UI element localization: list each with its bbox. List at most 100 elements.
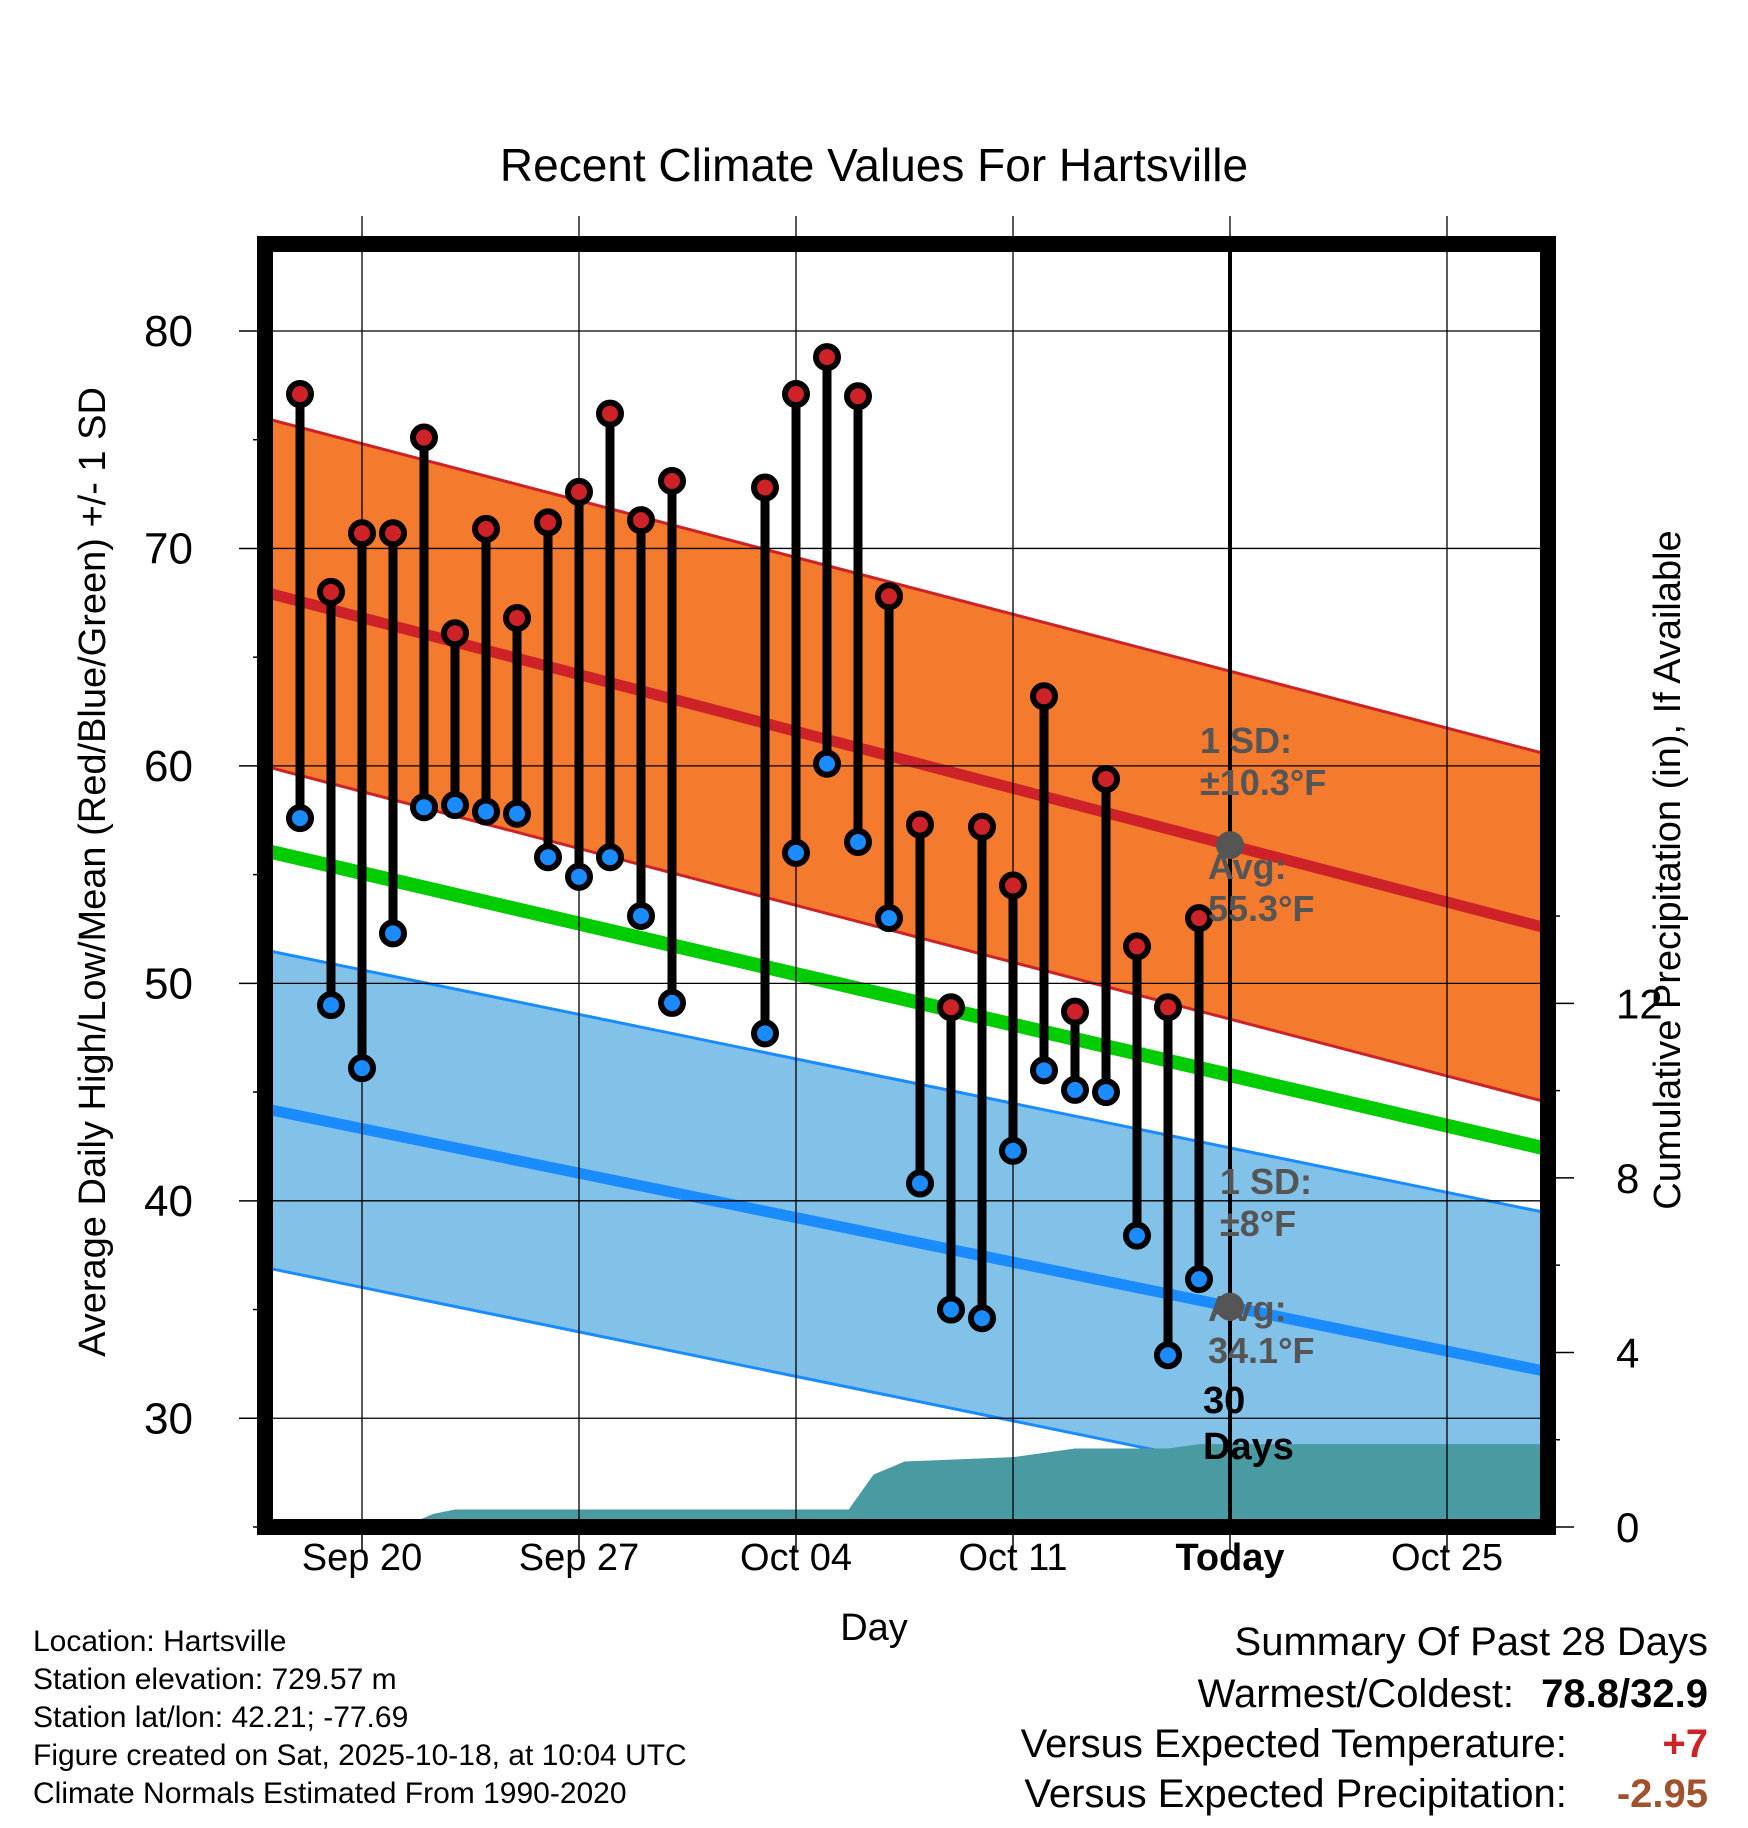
- y-axis-left: 30 40 50 60 70 80: [144, 307, 265, 1528]
- low-point: [565, 862, 593, 891]
- low-point: [1154, 1341, 1182, 1370]
- y2-axis-label: Cumulative Precipitation (in), If Availa…: [1647, 530, 1689, 1209]
- x-tick-label: Oct 04: [740, 1537, 852, 1579]
- high-point: [813, 343, 841, 372]
- x-tick-label: Oct 25: [1391, 1537, 1503, 1579]
- high-point: [1154, 993, 1182, 1022]
- high-point: [999, 871, 1027, 900]
- high-point: [968, 812, 996, 841]
- low-sd-annotation: 1 SD: ±8°F: [1220, 1161, 1312, 1244]
- high-point: [317, 577, 345, 606]
- warmest-row: Warmest/Coldest: 78.8/32.9: [1021, 1672, 1708, 1722]
- low-point: [1123, 1221, 1151, 1250]
- high-point: [348, 519, 376, 548]
- high-point: [596, 399, 624, 428]
- low-point: [596, 843, 624, 872]
- low-point: [751, 1019, 779, 1048]
- low-point: [1185, 1265, 1213, 1294]
- x-tick-label: Sep 20: [302, 1537, 422, 1579]
- low-point: [844, 828, 872, 857]
- low-point: [968, 1304, 996, 1333]
- high-point: [658, 467, 686, 496]
- high-sd-annotation: 1 SD: ±10.3°F: [1200, 720, 1326, 803]
- low-point: [534, 843, 562, 872]
- chart-title: Recent Climate Values For Hartsville: [500, 139, 1248, 191]
- temp-label: Versus Expected Temperature:: [1020, 1722, 1567, 1766]
- low-point: [503, 799, 531, 828]
- x-tick-label: Oct 11: [958, 1537, 1067, 1579]
- warmest-label: Warmest/Coldest:: [1197, 1672, 1515, 1716]
- y2-tick-label: 8: [1616, 1155, 1639, 1202]
- y-tick-label: 70: [144, 524, 193, 573]
- x-axis-label: Day: [840, 1607, 908, 1649]
- summary-title: Summary Of Past 28 Days: [1234, 1620, 1708, 1664]
- summary-panel: Summary Of Past 28 Days Warmest/Coldest:…: [1021, 1620, 1708, 1822]
- x-axis: Sep 20 Sep 27 Oct 04 Oct 11 Today Oct 25: [302, 1527, 1503, 1579]
- high-band-upper: [273, 418, 1540, 754]
- y-tick-label: 40: [144, 1177, 193, 1226]
- low-point: [379, 919, 407, 948]
- x-tick-label: Today: [1175, 1537, 1284, 1579]
- high-point: [1030, 682, 1058, 711]
- high-point: [627, 506, 655, 535]
- window-annotation: 30 Days: [1203, 1380, 1294, 1468]
- precip-label: Versus Expected Precipitation:: [1024, 1772, 1567, 1816]
- low-point: [1030, 1056, 1058, 1085]
- high-point: [906, 810, 934, 839]
- latlon-text: Station lat/lon: 42.21; -77.69: [33, 1701, 409, 1734]
- high-avg-annotation: Avg: 55.3°F: [1208, 846, 1314, 929]
- low-point: [317, 991, 345, 1020]
- y2-tick-label: 0: [1616, 1504, 1639, 1551]
- plot-frame: [257, 236, 1556, 1535]
- location-text: Location: Hartsville: [33, 1625, 287, 1658]
- normals-text: Climate Normals Estimated From 1990-2020: [33, 1777, 627, 1810]
- low-avg-annotation: Avg: 34.1°F: [1208, 1288, 1314, 1371]
- y-tick-label: 50: [144, 959, 193, 1008]
- low-point: [441, 791, 469, 820]
- low-point: [658, 988, 686, 1017]
- high-point: [565, 477, 593, 506]
- y2-tick-label: 4: [1616, 1329, 1639, 1376]
- high-point: [503, 604, 531, 633]
- y-axis-right: 0 4 8 12: [1548, 915, 1663, 1551]
- temp-value: +7: [1662, 1722, 1708, 1766]
- high-point: [751, 473, 779, 502]
- high-point: [1061, 997, 1089, 1026]
- elevation-text: Station elevation: 729.57 m: [33, 1663, 397, 1696]
- precip-value: -2.95: [1616, 1772, 1708, 1816]
- low-point: [286, 804, 314, 833]
- low-point: [999, 1136, 1027, 1165]
- daily-bars: [286, 343, 1213, 1370]
- high-point: [937, 993, 965, 1022]
- low-point: [410, 793, 438, 822]
- y2-tick-label: 12: [1616, 980, 1663, 1027]
- high-point: [441, 619, 469, 648]
- high-point: [1185, 904, 1213, 933]
- low-point: [937, 1295, 965, 1324]
- created-text: Figure created on Sat, 2025-10-18, at 10…: [33, 1739, 687, 1772]
- temp-row: Versus Expected Temperature: +7: [1021, 1722, 1708, 1772]
- high-point: [534, 508, 562, 537]
- today-low-avg-dot: [1216, 1292, 1244, 1321]
- y-tick-label: 80: [144, 307, 193, 356]
- station-info: Location: Hartsville Station elevation: …: [33, 1623, 687, 1813]
- high-point: [379, 519, 407, 548]
- x-tick-label: Sep 27: [519, 1537, 639, 1579]
- high-point: [410, 423, 438, 452]
- y-tick-label: 30: [144, 1394, 193, 1443]
- precip-row: Versus Expected Precipitation: -2.95: [1021, 1772, 1708, 1822]
- low-point: [782, 838, 810, 867]
- high-point: [875, 582, 903, 611]
- high-point: [286, 380, 314, 409]
- y-axis-label: Average Daily High/Low/Mean (Red/Blue/Gr…: [72, 387, 114, 1357]
- high-point: [782, 380, 810, 409]
- y-tick-label: 60: [144, 742, 193, 791]
- low-point: [348, 1054, 376, 1083]
- low-point: [1092, 1078, 1120, 1107]
- today-high-avg-dot: [1216, 831, 1244, 860]
- precip-area: [421, 1444, 1540, 1519]
- high-point: [1123, 932, 1151, 961]
- high-point: [1092, 764, 1120, 793]
- low-point: [1061, 1075, 1089, 1104]
